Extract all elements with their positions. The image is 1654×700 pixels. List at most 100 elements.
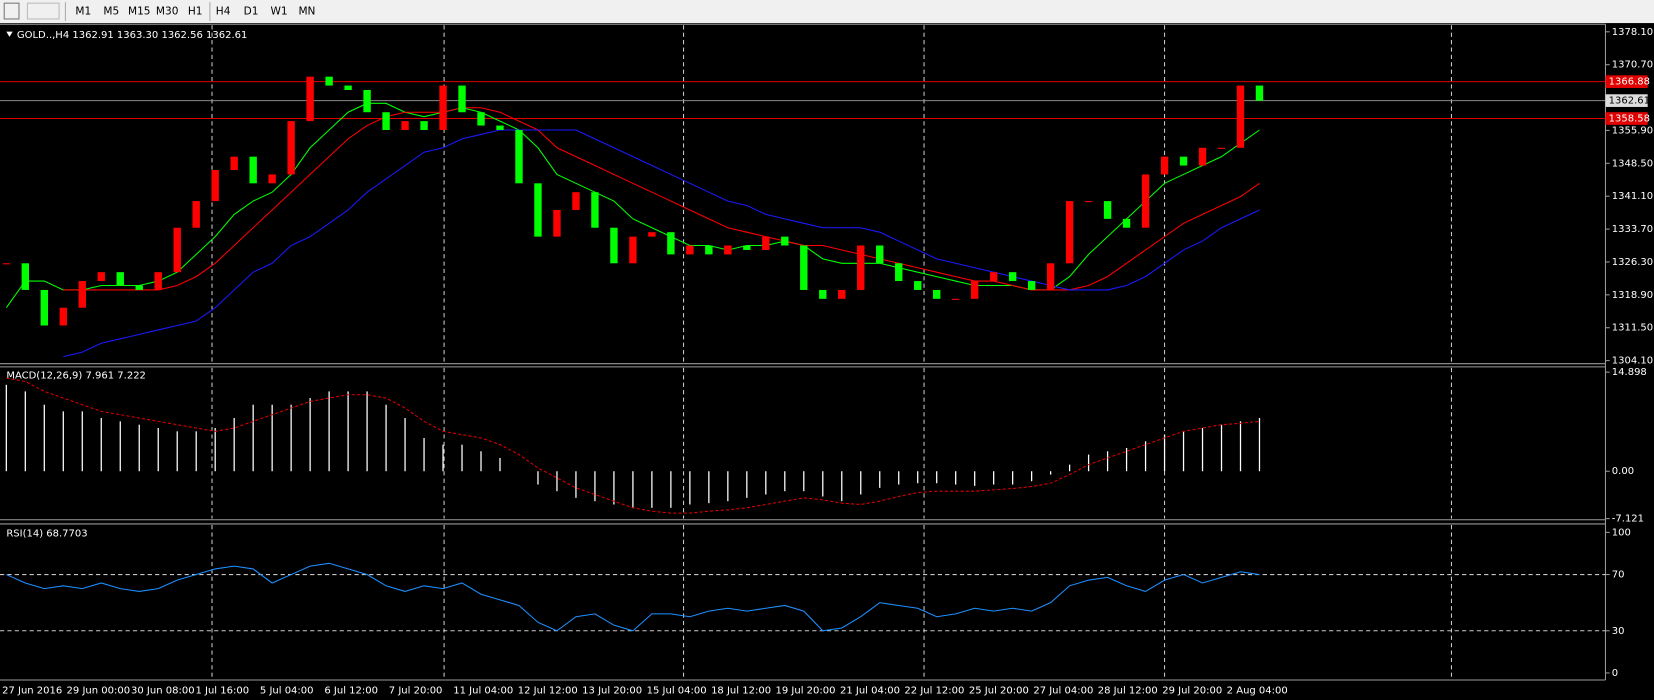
candle-body bbox=[1027, 281, 1036, 290]
moving-average bbox=[63, 107, 1260, 291]
candle-body bbox=[534, 183, 542, 237]
x-tick-label: 5 Jul 04:00 bbox=[260, 686, 314, 697]
candle-body bbox=[97, 272, 105, 282]
y-tick-label: 0.00 bbox=[1612, 466, 1634, 477]
candle-body bbox=[781, 236, 789, 246]
candle-body bbox=[629, 236, 637, 264]
timeframe-button[interactable]: MN bbox=[298, 6, 315, 18]
candle-body bbox=[914, 281, 922, 290]
candle-body bbox=[363, 90, 371, 113]
rsi-header: RSI(14) 68.7703 bbox=[6, 528, 87, 539]
price-header: GOLD..,H4 1362.91 1363.30 1362.56 1362.6… bbox=[17, 30, 248, 41]
timeframe-button[interactable]: M15 bbox=[128, 6, 151, 18]
candle-body bbox=[1141, 174, 1150, 228]
candle-body bbox=[933, 289, 941, 299]
timeframe-button[interactable]: H4 bbox=[216, 6, 231, 18]
chart-area bbox=[0, 23, 1654, 700]
candle-body bbox=[686, 245, 694, 255]
candle-body bbox=[705, 245, 713, 255]
y-tick-label: 1378.10 bbox=[1612, 27, 1653, 38]
candle-body bbox=[1160, 156, 1169, 175]
signal-line bbox=[6, 377, 1260, 514]
x-tick-label: 2 Aug 04:00 bbox=[1227, 686, 1288, 697]
bid-label: 1362.61 bbox=[1609, 96, 1650, 107]
toolbar-icon[interactable] bbox=[26, 2, 60, 20]
y-tick-label: 30 bbox=[1612, 626, 1625, 637]
rsi-line bbox=[6, 562, 1260, 632]
candle-body bbox=[287, 121, 295, 175]
candle-body bbox=[667, 232, 675, 255]
candle-body bbox=[572, 192, 580, 210]
candle-body bbox=[1065, 201, 1074, 264]
x-tick-label: 18 Jul 12:00 bbox=[711, 686, 771, 697]
candle-body bbox=[154, 272, 162, 290]
x-tick-label: 27 Jul 04:00 bbox=[1033, 686, 1093, 697]
candle-body bbox=[249, 156, 257, 184]
candle-body bbox=[211, 169, 219, 202]
candle-body bbox=[21, 263, 30, 290]
candle-body bbox=[743, 245, 751, 250]
candle-body bbox=[1236, 85, 1245, 148]
candle-body bbox=[857, 245, 865, 290]
candle-body bbox=[800, 245, 808, 290]
toolbar-icon[interactable] bbox=[3, 2, 20, 20]
candle-body bbox=[1084, 201, 1093, 203]
candle-body bbox=[762, 236, 770, 250]
candle-body bbox=[724, 245, 732, 255]
candle-body bbox=[951, 298, 960, 300]
x-tick-label: 22 Jul 12:00 bbox=[904, 686, 964, 697]
x-tick-label: 7 Jul 20:00 bbox=[389, 686, 443, 697]
timeframe-button[interactable]: W1 bbox=[270, 6, 287, 18]
candle-body bbox=[1008, 272, 1017, 282]
candle-body bbox=[970, 281, 979, 299]
candle-body bbox=[553, 209, 561, 237]
x-tick-label: 29 Jul 20:00 bbox=[1162, 686, 1222, 697]
candle-body bbox=[838, 289, 846, 299]
panel-frames bbox=[0, 23, 1607, 681]
candle-body bbox=[382, 112, 390, 130]
timeframe-button[interactable]: M5 bbox=[103, 6, 119, 18]
candle-body bbox=[344, 85, 352, 91]
candle-body bbox=[2, 263, 11, 265]
price-level-tag bbox=[1605, 112, 1648, 125]
candle-body bbox=[268, 174, 276, 184]
candle-body bbox=[306, 76, 314, 122]
timeframe-button[interactable]: H1 bbox=[188, 6, 203, 18]
price-level-label: 1366.88 bbox=[1609, 77, 1650, 88]
timeframe-button[interactable]: M30 bbox=[156, 6, 179, 18]
toolbar bbox=[0, 0, 1654, 24]
candle-body bbox=[989, 272, 998, 282]
candle-body bbox=[1198, 147, 1207, 166]
candle-body bbox=[515, 129, 523, 184]
candle-body bbox=[1046, 263, 1055, 290]
y-tick-label: 1318.90 bbox=[1612, 290, 1653, 301]
candle-body bbox=[401, 121, 409, 130]
x-tick-label: 28 Jul 12:00 bbox=[1098, 686, 1158, 697]
x-tick-label: 12 Jul 12:00 bbox=[518, 686, 578, 697]
y-tick-label: 14.898 bbox=[1612, 367, 1647, 378]
y-tick-label: 1348.50 bbox=[1612, 158, 1653, 169]
candle-body bbox=[895, 263, 903, 282]
candle-body bbox=[1255, 85, 1264, 101]
candle-body bbox=[59, 307, 67, 326]
x-tick-label: 1 Jul 16:00 bbox=[195, 686, 249, 697]
candle-body bbox=[477, 112, 485, 126]
macd-header: MACD(12,26,9) 7.961 7.222 bbox=[6, 370, 146, 381]
candle-body bbox=[1122, 218, 1131, 228]
timeframe-button[interactable]: M1 bbox=[75, 6, 91, 18]
candle-body bbox=[40, 289, 48, 326]
candle-body bbox=[876, 245, 884, 264]
candle-body bbox=[610, 227, 618, 264]
x-tick-label: 29 Jun 00:00 bbox=[67, 686, 131, 697]
y-tick-label: 1326.30 bbox=[1612, 257, 1653, 268]
y-tick-label: 0 bbox=[1612, 668, 1618, 679]
candle-body bbox=[439, 85, 447, 130]
x-tick-label: 25 Jul 20:00 bbox=[969, 686, 1029, 697]
candle-body bbox=[1103, 201, 1112, 219]
timeframe-button[interactable]: D1 bbox=[244, 6, 259, 18]
moving-average bbox=[63, 129, 1260, 358]
candle-body bbox=[135, 285, 143, 290]
candle-body bbox=[1179, 156, 1188, 166]
collapse-arrow[interactable] bbox=[6, 31, 13, 37]
price-level-label: 1358.58 bbox=[1609, 114, 1650, 125]
